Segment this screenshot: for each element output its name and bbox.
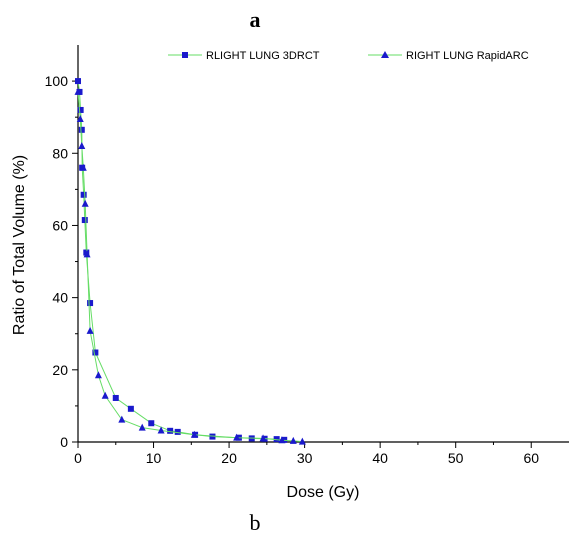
legend-label-series-2: RIGHT LUNG RapidARC bbox=[406, 50, 529, 62]
y-tick-label: 60 bbox=[52, 217, 68, 233]
data-point-square bbox=[127, 405, 134, 412]
data-point-triangle bbox=[289, 436, 297, 444]
legend-marker-triangle bbox=[381, 51, 389, 58]
data-point-square bbox=[81, 217, 88, 224]
data-point-triangle bbox=[278, 436, 286, 444]
data-point-triangle bbox=[190, 430, 198, 438]
y-tick-label: 40 bbox=[52, 290, 68, 306]
x-axis-title: Dose (Gy) bbox=[287, 484, 360, 501]
data-point-square bbox=[80, 191, 87, 198]
data-point-square bbox=[78, 126, 85, 133]
x-tick-label: 40 bbox=[372, 450, 388, 466]
data-point-square bbox=[148, 420, 155, 427]
x-tick-label: 10 bbox=[146, 450, 162, 466]
panel-label-bottom: b bbox=[250, 510, 261, 535]
y-tick-label: 20 bbox=[52, 362, 68, 378]
data-point-square bbox=[75, 78, 81, 85]
legend-entry-series-2: RIGHT LUNG RapidARC bbox=[368, 50, 529, 62]
data-point-triangle bbox=[298, 437, 306, 445]
data-point-square bbox=[281, 436, 288, 443]
data-point-triangle bbox=[138, 423, 146, 431]
data-point-triangle bbox=[259, 434, 267, 442]
legend-label-series-1: RLIGHT LUNG 3DRCT bbox=[206, 50, 320, 62]
data-point-triangle bbox=[81, 199, 89, 207]
y-tick-label: 80 bbox=[52, 145, 68, 161]
data-point-triangle bbox=[101, 391, 109, 399]
y-tick-label: 100 bbox=[45, 73, 69, 89]
series-line-2 bbox=[77, 91, 303, 443]
data-point-square bbox=[209, 433, 216, 440]
y-tick-label: 0 bbox=[60, 434, 68, 450]
data-point-square bbox=[112, 394, 119, 401]
data-point-triangle bbox=[94, 371, 102, 379]
data-point-square bbox=[273, 436, 280, 443]
data-point-square bbox=[167, 427, 174, 434]
data-point-square bbox=[174, 428, 181, 435]
data-point-triangle bbox=[157, 426, 165, 434]
x-tick-label: 30 bbox=[297, 450, 313, 466]
data-point-square bbox=[77, 106, 84, 113]
data-point-triangle bbox=[118, 415, 126, 423]
series-line-1 bbox=[77, 81, 285, 441]
legend-marker-square bbox=[182, 52, 188, 58]
legend-entry-series-1: RLIGHT LUNG 3DRCT bbox=[168, 50, 320, 62]
plot-area: 0 10 20 30 40 50 60 0 20 40 60 80 100 bbox=[45, 45, 569, 466]
x-tick-label: 60 bbox=[523, 450, 539, 466]
x-tick-label: 20 bbox=[221, 450, 237, 466]
data-point-square bbox=[92, 349, 99, 356]
x-tick-label: 0 bbox=[74, 450, 82, 466]
data-point-triangle bbox=[78, 142, 86, 150]
data-point-triangle bbox=[83, 250, 91, 258]
data-point-triangle bbox=[233, 433, 241, 441]
panel-label-top: a bbox=[250, 7, 261, 32]
data-point-triangle bbox=[86, 326, 94, 334]
data-point-triangle bbox=[79, 163, 87, 171]
data-point-triangle bbox=[76, 114, 84, 122]
y-axis-title: Ratio of Total Volume (%) bbox=[11, 155, 28, 335]
legend: RLIGHT LUNG 3DRCT RIGHT LUNG RapidARC bbox=[168, 50, 529, 62]
x-tick-label: 50 bbox=[448, 450, 464, 466]
data-point-triangle bbox=[74, 87, 82, 95]
data-point-square bbox=[87, 300, 94, 307]
